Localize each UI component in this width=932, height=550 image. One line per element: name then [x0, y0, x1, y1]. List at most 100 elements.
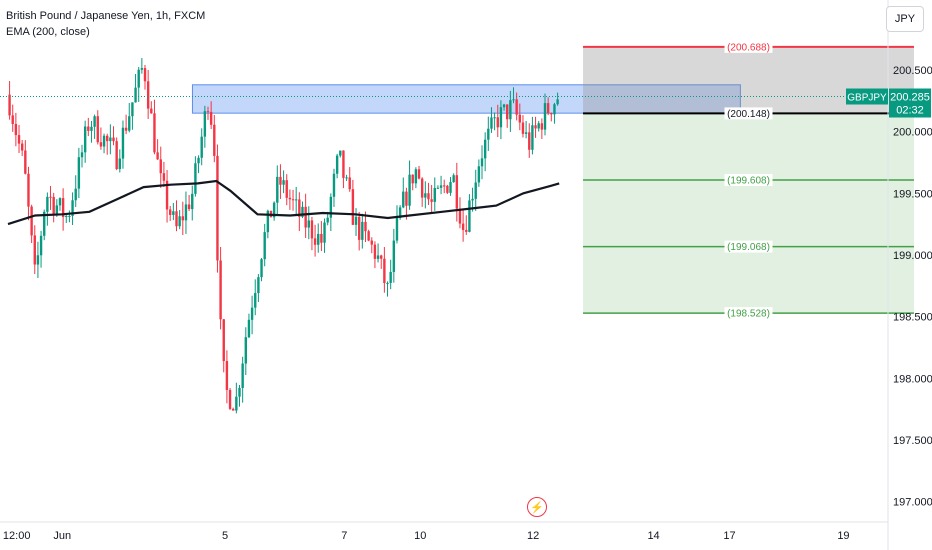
- time-tick-label: 10: [414, 530, 426, 542]
- candle-body: [247, 319, 251, 338]
- candle-body: [194, 163, 197, 194]
- candle-body: [238, 387, 241, 397]
- candle-body: [39, 235, 43, 256]
- candle-body: [106, 135, 109, 142]
- candle-body: [68, 215, 71, 217]
- time-tick-label: 14: [647, 530, 659, 542]
- candle-body: [310, 220, 314, 239]
- ema-layer: [7, 179, 560, 226]
- target-2-line-label: (199.068): [727, 242, 770, 253]
- stop-line-label: (200.688): [727, 42, 770, 53]
- candle-body: [455, 175, 459, 209]
- candle-body: [386, 282, 389, 284]
- candle-body: [137, 69, 140, 88]
- candle-body: [446, 185, 449, 193]
- candle-body: [260, 259, 263, 278]
- price-tick-label: 197.500: [893, 435, 932, 447]
- price-tick-label: 199.000: [893, 250, 932, 262]
- target-zone[interactable]: [583, 113, 914, 314]
- target-1-line-label: (199.608): [727, 175, 770, 186]
- candle-body: [17, 135, 21, 144]
- candle-body: [417, 169, 421, 179]
- candle-body: [184, 204, 188, 221]
- price-tick-label: 200.500: [893, 65, 932, 77]
- candle-body: [162, 173, 166, 181]
- candle-body: [420, 178, 424, 198]
- candle-body: [181, 216, 185, 221]
- candle-body: [506, 104, 509, 120]
- candle-body: [225, 361, 229, 390]
- candle-body: [191, 193, 194, 210]
- candle-body: [430, 199, 433, 202]
- candle-body: [332, 173, 336, 197]
- time-tick-label: 7: [341, 530, 347, 542]
- candle-body: [143, 68, 147, 82]
- candle-body: [266, 210, 270, 233]
- candle-body: [134, 87, 137, 103]
- candle-body: [235, 396, 238, 411]
- time-tick-label: Jun: [53, 530, 71, 542]
- candle-body: [345, 177, 348, 179]
- candle-body: [392, 240, 396, 272]
- symbol-tag: [846, 88, 888, 105]
- price-tag: [889, 88, 931, 118]
- candle-body: [370, 240, 373, 245]
- candle-body: [474, 182, 477, 199]
- candle-body: [515, 99, 518, 115]
- lightning-icon[interactable]: ⚡: [527, 497, 547, 517]
- candle-body: [521, 122, 525, 134]
- price-axis[interactable]: 200.500 200.000 199.500 199.000 198.500 198.0…: [893, 65, 932, 509]
- candle-body: [304, 206, 307, 228]
- candle-body: [20, 143, 24, 151]
- candle-body: [244, 337, 247, 364]
- candle-body: [543, 103, 547, 130]
- candle-body: [77, 157, 81, 189]
- candle-body: [531, 125, 534, 150]
- candle-body: [449, 182, 452, 193]
- entry-line-label: (200.148): [727, 109, 770, 120]
- candle-body: [411, 174, 414, 184]
- candle-body: [102, 135, 106, 147]
- candle-body: [257, 277, 260, 294]
- candle-body: [373, 244, 377, 259]
- candle-body: [43, 211, 46, 236]
- currency-button[interactable]: JPY: [886, 6, 924, 32]
- candle-body: [109, 137, 112, 142]
- candle-body: [33, 235, 36, 265]
- zone-layer: [191, 46, 914, 314]
- candle-body: [206, 111, 210, 113]
- candle-body: [342, 150, 345, 178]
- candle-body: [65, 215, 68, 218]
- candle-body: [250, 307, 254, 320]
- candle-body: [175, 211, 178, 227]
- candle-body: [313, 238, 317, 245]
- candle-body: [83, 126, 87, 153]
- price-tick-label: 199.500: [893, 188, 932, 200]
- candle-body: [367, 231, 370, 241]
- candle-body: [140, 68, 144, 70]
- indicator-title[interactable]: EMA (200, close): [6, 26, 90, 38]
- candle-body: [241, 363, 244, 388]
- time-tick-label: 12:00: [3, 530, 31, 542]
- price-tick-label: 198.500: [893, 312, 932, 324]
- candle-body: [364, 221, 367, 232]
- candle-body: [408, 174, 411, 206]
- candle-body: [339, 150, 342, 156]
- supply-zone[interactable]: [191, 84, 741, 114]
- candle-body: [90, 126, 93, 131]
- candle-body: [452, 175, 455, 183]
- candle-body: [433, 187, 436, 202]
- candle-body: [27, 173, 30, 207]
- target-1-line-label-bg: [724, 173, 773, 186]
- ema-line[interactable]: [7, 179, 560, 226]
- candle-body: [153, 113, 156, 153]
- candle-body: [61, 198, 65, 218]
- candle-body: [357, 216, 361, 240]
- candle-body: [298, 199, 301, 217]
- candle-body: [556, 99, 559, 105]
- candle-body: [74, 188, 77, 201]
- time-axis[interactable]: 12:00 Jun 5 7 10 12 14 17 19: [3, 530, 850, 542]
- candle-body: [118, 158, 122, 170]
- symbol-title[interactable]: British Pound / Japanese Yen, 1h, FXCM: [6, 10, 206, 22]
